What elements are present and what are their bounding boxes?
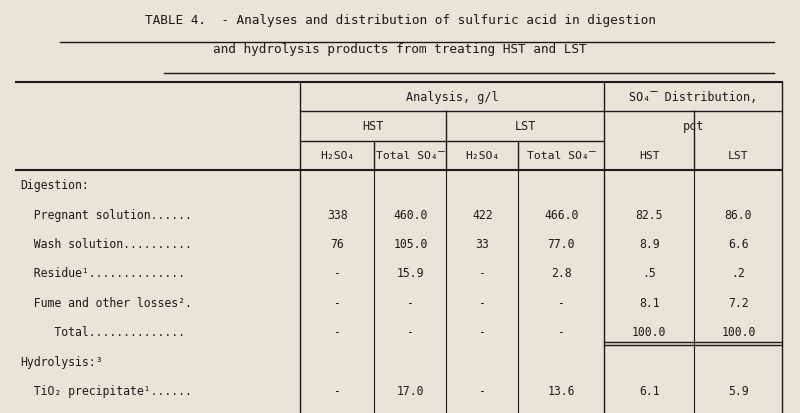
- Text: Total..............: Total..............: [20, 325, 185, 338]
- Text: 466.0: 466.0: [544, 208, 578, 221]
- Text: 76: 76: [330, 237, 344, 250]
- Text: 5.9: 5.9: [728, 384, 749, 397]
- Text: and hydrolysis products from treating HST and LST: and hydrolysis products from treating HS…: [213, 43, 587, 56]
- Text: -: -: [558, 325, 565, 338]
- Text: 6.1: 6.1: [639, 384, 659, 397]
- Text: Hydrolysis:³: Hydrolysis:³: [20, 355, 102, 368]
- Text: pct: pct: [682, 120, 704, 133]
- Text: Residue¹..............: Residue¹..............: [20, 267, 185, 280]
- Text: Total SO₄̅: Total SO₄̅: [527, 151, 595, 161]
- Text: -: -: [479, 325, 486, 338]
- Text: -: -: [479, 296, 486, 309]
- Text: -: -: [334, 384, 341, 397]
- Text: -: -: [479, 267, 486, 280]
- Text: LST: LST: [728, 151, 749, 161]
- Text: -: -: [407, 325, 414, 338]
- Text: H₂SO₄: H₂SO₄: [320, 151, 354, 161]
- Text: 7.2: 7.2: [728, 296, 749, 309]
- Text: 460.0: 460.0: [394, 208, 427, 221]
- Text: 422: 422: [472, 208, 493, 221]
- Text: TiO₂ precipitate¹......: TiO₂ precipitate¹......: [20, 384, 192, 397]
- Text: -: -: [334, 267, 341, 280]
- Text: LST: LST: [514, 120, 536, 133]
- Text: Pregnant solution......: Pregnant solution......: [20, 208, 192, 221]
- Text: -: -: [479, 384, 486, 397]
- Text: .2: .2: [731, 267, 746, 280]
- Text: 105.0: 105.0: [394, 237, 427, 250]
- Text: -: -: [407, 296, 414, 309]
- Text: Digestion:: Digestion:: [20, 179, 89, 192]
- Text: SO₄̅ Distribution,: SO₄̅ Distribution,: [629, 91, 758, 104]
- Text: 338: 338: [327, 208, 347, 221]
- Text: Total SO₄̅: Total SO₄̅: [376, 151, 445, 161]
- Text: HST: HST: [362, 120, 384, 133]
- Text: 100.0: 100.0: [722, 325, 755, 338]
- Text: 13.6: 13.6: [547, 384, 575, 397]
- Text: Fume and other losses².: Fume and other losses².: [20, 296, 192, 309]
- Text: HST: HST: [639, 151, 659, 161]
- Text: 17.0: 17.0: [397, 384, 424, 397]
- Text: 86.0: 86.0: [725, 208, 752, 221]
- Text: 100.0: 100.0: [632, 325, 666, 338]
- Text: 33: 33: [475, 237, 490, 250]
- Text: 8.1: 8.1: [639, 296, 659, 309]
- Text: 77.0: 77.0: [547, 237, 575, 250]
- Text: 15.9: 15.9: [397, 267, 424, 280]
- Text: -: -: [558, 296, 565, 309]
- Text: 82.5: 82.5: [635, 208, 663, 221]
- Text: 2.8: 2.8: [551, 267, 571, 280]
- Text: .5: .5: [642, 267, 656, 280]
- Text: -: -: [334, 325, 341, 338]
- Text: H₂SO₄: H₂SO₄: [466, 151, 499, 161]
- Text: TABLE 4.  - Analyses and distribution of sulfuric acid in digestion: TABLE 4. - Analyses and distribution of …: [145, 14, 655, 27]
- Text: Analysis, g/l: Analysis, g/l: [406, 91, 498, 104]
- Text: 8.9: 8.9: [639, 237, 659, 250]
- Text: 6.6: 6.6: [728, 237, 749, 250]
- Text: Wash solution..........: Wash solution..........: [20, 237, 192, 250]
- Text: -: -: [334, 296, 341, 309]
